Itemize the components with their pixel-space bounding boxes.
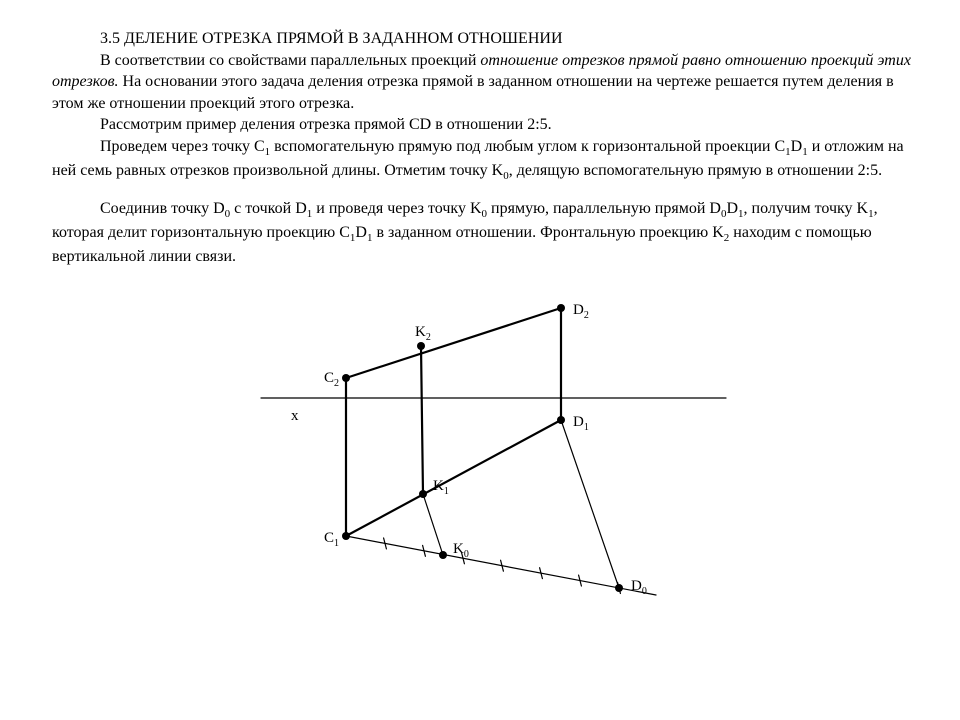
svg-text:D2: D2 xyxy=(573,302,589,321)
svg-text:D0: D0 xyxy=(631,578,647,597)
svg-text:K2: K2 xyxy=(415,324,431,343)
paragraph-3: Проведем через точку C1 вспомогательную … xyxy=(52,136,920,184)
p4-i: в заданном отношении. Фронтальную проекц… xyxy=(372,224,723,241)
p4-d: прямую, параллельную прямой D xyxy=(487,200,721,217)
p1-a: В соответствии со свойствами параллельны… xyxy=(100,52,480,69)
p4-a: Соединив точку D xyxy=(100,200,225,217)
p3-e: , делящую вспомогательную прямую в отнош… xyxy=(509,162,882,179)
paragraph-1: В соответствии со свойствами параллельны… xyxy=(52,50,920,115)
p3-a: Проведем через точку C xyxy=(100,138,265,155)
p3-b: вспомогательную прямую под любым углом к… xyxy=(270,138,785,155)
p4-b: с точкой D xyxy=(230,200,307,217)
p4-f: , получим точку K xyxy=(744,200,869,217)
p1-c: На основании этого задача деления отрезк… xyxy=(52,73,894,112)
projection-diagram: xC2K2D2C1K1D1K0D0 xyxy=(226,288,746,608)
svg-text:C2: C2 xyxy=(324,370,339,389)
section-heading: 3.5 ДЕЛЕНИЕ ОТРЕЗКА ПРЯМОЙ В ЗАДАННОМ ОТ… xyxy=(52,28,920,50)
paragraph-4: Соединив точку D0 с точкой D1 и проведя … xyxy=(52,198,920,268)
svg-text:C1: C1 xyxy=(324,530,339,549)
p3-c: D xyxy=(791,138,803,155)
p4-c: и проведя через точку K xyxy=(312,200,481,217)
paragraph-2: Рассмотрим пример деления отрезка прямой… xyxy=(52,114,920,136)
p4-e: D xyxy=(726,200,738,217)
p4-h: D xyxy=(355,224,367,241)
svg-text:x: x xyxy=(291,408,299,424)
svg-text:D1: D1 xyxy=(573,414,589,433)
